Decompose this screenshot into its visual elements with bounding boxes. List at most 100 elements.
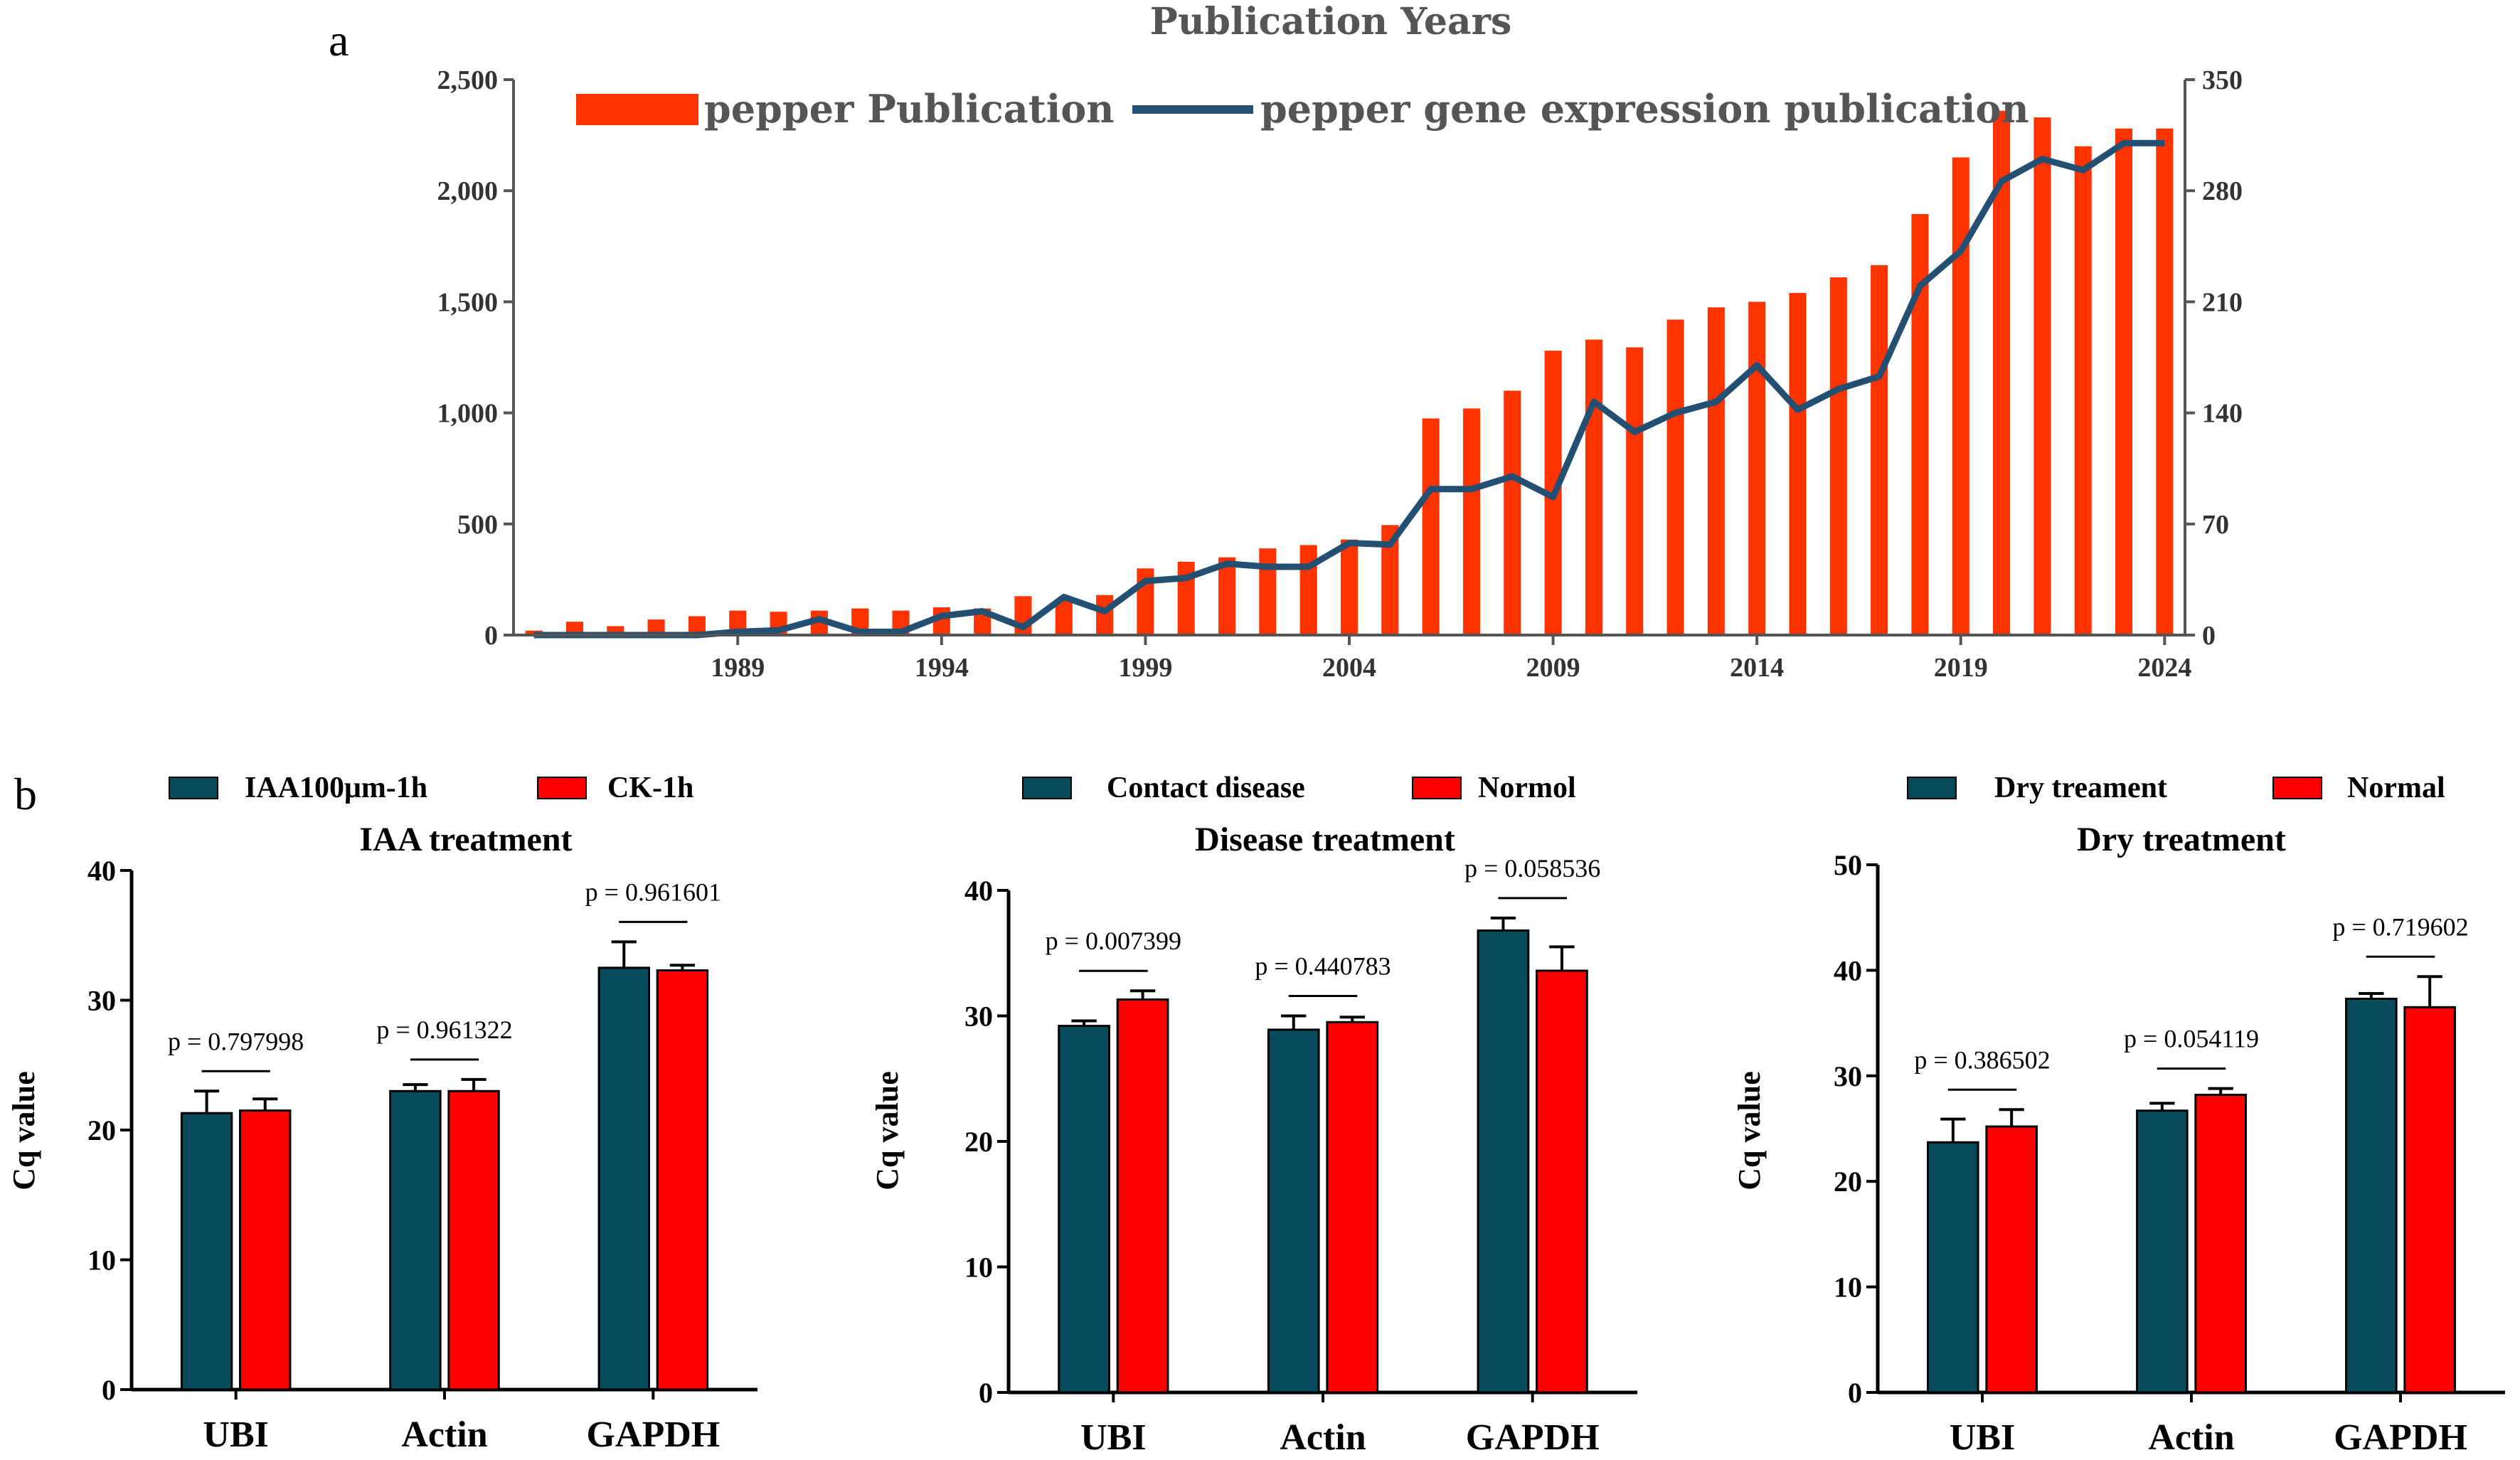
y-tick-label: 30 — [964, 1001, 993, 1033]
left-tick-label: 1,000 — [437, 399, 499, 429]
x-tick-label: 2019 — [1934, 653, 1988, 683]
y-tick-label: 0 — [979, 1377, 993, 1409]
p-value-label: p = 0.961601 — [585, 878, 721, 906]
legend-swatch-ck1h — [537, 777, 587, 799]
bar-2014 — [1748, 302, 1766, 635]
y-tick-label: 40 — [87, 855, 116, 887]
y-tick-label: 30 — [1834, 1060, 1862, 1092]
right-tick-label: 140 — [2202, 399, 2243, 429]
bar-2015 — [1789, 292, 1807, 635]
bar-ubi-control — [1985, 1125, 2038, 1394]
category-label-ubi: UBI — [203, 1414, 268, 1455]
y-tick-label: 10 — [1834, 1272, 1862, 1304]
bar-2008 — [1504, 390, 1521, 635]
category-label-actin: Actin — [1280, 1417, 1366, 1458]
legend-swatch-pepper-publication — [576, 94, 698, 125]
left-tick-label: 500 — [457, 510, 498, 540]
bar-2011 — [1626, 347, 1644, 635]
x-tick-label: 2004 — [1322, 653, 1376, 683]
y-tick-label: 40 — [1834, 954, 1862, 986]
right-tick-label: 210 — [2202, 287, 2243, 317]
p-value-label: p = 0.386502 — [1914, 1045, 2050, 1074]
chart-b3-title: Dry treatment — [2077, 821, 2286, 858]
y-tick-label: 50 — [1834, 849, 1862, 881]
chart-b2-plot: 0 10 20 30 40 UBI p = 0.007399 Actin p = 0.44078… — [964, 854, 1637, 1458]
y-tick-label: 20 — [87, 1114, 116, 1146]
p-value-label: p = 0.054119 — [2124, 1025, 2259, 1053]
bar-2004 — [1340, 539, 1359, 635]
bar-ubi-treated — [1927, 1141, 1979, 1394]
p-value-label: p = 0.440783 — [1255, 952, 1391, 981]
panel-a-label: a — [329, 15, 349, 65]
bar-actin-treated — [1267, 1028, 1320, 1394]
iaa-treatment-chart: IAA100μm-1h CK-1h IAA treatment Cq value… — [6, 772, 757, 1455]
y-tick-label: 10 — [87, 1245, 116, 1277]
right-tick-label: 0 — [2202, 621, 2216, 651]
bar-ubi-treated — [1058, 1025, 1110, 1394]
y-tick-label: 0 — [102, 1374, 116, 1406]
publication-chart: Publication Years 0 500 1,000 1,500 2,000 2,5… — [437, 0, 2243, 683]
bar-actin-treated — [389, 1089, 442, 1391]
chart-b2-ylabel: Cq value — [870, 1071, 905, 1190]
chart-a-legend: pepper Publication pepper gene expressio… — [576, 86, 2029, 132]
legend-swatch-iaa100 — [169, 777, 218, 799]
p-value-label: p = 0.007399 — [1046, 927, 1181, 955]
left-tick-label: 2,500 — [437, 65, 499, 95]
bar-actin-control — [447, 1089, 500, 1391]
left-tick-label: 2,000 — [437, 176, 499, 206]
bar-2006 — [1422, 418, 1440, 635]
bar-2003 — [1299, 545, 1317, 635]
legend-label-normal: Normal — [2347, 772, 2445, 804]
category-label-ubi: UBI — [1950, 1417, 2015, 1458]
legend-swatch-normol — [1412, 777, 1462, 799]
gene-expression-line — [533, 139, 2165, 639]
y-tick-label: 0 — [1848, 1377, 1862, 1409]
dry-treatment-chart: Dry treament Normal Dry treatment Cq val… — [1732, 772, 2505, 1458]
bar-1987 — [647, 619, 665, 635]
disease-treatment-chart: Contact disease Normol Disease treatment… — [870, 772, 1637, 1458]
x-tick-label: 1994 — [915, 653, 969, 683]
x-tick-label: 1989 — [711, 653, 765, 683]
bar-2024 — [2156, 128, 2174, 635]
bar-2007 — [1462, 408, 1480, 635]
category-label-gapdh: GAPDH — [2334, 1417, 2467, 1458]
p-value-label: p = 0.961322 — [376, 1016, 512, 1044]
legend-swatch-normal — [2272, 777, 2322, 799]
bar-gapdh-control — [1536, 969, 1588, 1394]
bar-gapdh-treated — [2345, 997, 2398, 1394]
bar-actin-control — [1326, 1021, 1379, 1394]
bar-ubi-control — [239, 1109, 292, 1391]
chart-a-axes: 0 500 1,000 1,500 2,000 2,500 0 70 140 210 280 350 1… — [437, 65, 2243, 683]
panel-b-label: b — [14, 769, 37, 819]
chart-b1-plot: 0 10 20 30 40 UBI p = 0.797998 Actin p = 0.96132… — [87, 855, 757, 1455]
gene-expression-series-line — [533, 139, 2165, 639]
chart-b3-ylabel: Cq value — [1732, 1071, 1767, 1190]
bar-gapdh-control — [656, 969, 709, 1391]
legend-label-dry-treament: Dry treament — [1994, 772, 2167, 804]
legend-label-gene-expression: pepper gene expression publication — [1260, 86, 2029, 132]
legend-label-ck1h: CK-1h — [607, 772, 693, 804]
bar-2016 — [1829, 277, 1847, 635]
bar-2001 — [1218, 557, 1236, 635]
left-tick-label: 1,500 — [437, 287, 499, 317]
bar-2010 — [1585, 339, 1602, 635]
legend-label-iaa100: IAA100μm-1h — [245, 772, 427, 804]
right-tick-label: 280 — [2202, 176, 2243, 206]
x-tick-label: 2024 — [2137, 653, 2191, 683]
y-tick-label: 10 — [964, 1252, 993, 1284]
category-label-ubi: UBI — [1080, 1417, 1146, 1458]
y-tick-label: 40 — [964, 875, 993, 907]
bar-gapdh-control — [2403, 1006, 2456, 1394]
bar-2022 — [2074, 146, 2092, 636]
bar-gapdh-treated — [597, 966, 650, 1391]
bar-actin-control — [2194, 1094, 2247, 1394]
category-label-actin: Actin — [401, 1414, 487, 1455]
bar-1985 — [565, 622, 584, 635]
category-label-gapdh: GAPDH — [586, 1414, 720, 1455]
y-tick-label: 20 — [1834, 1166, 1862, 1198]
right-tick-label: 70 — [2202, 510, 2229, 540]
left-tick-label: 0 — [484, 621, 498, 651]
x-tick-label: 1999 — [1118, 653, 1172, 683]
bar-2002 — [1259, 548, 1277, 635]
